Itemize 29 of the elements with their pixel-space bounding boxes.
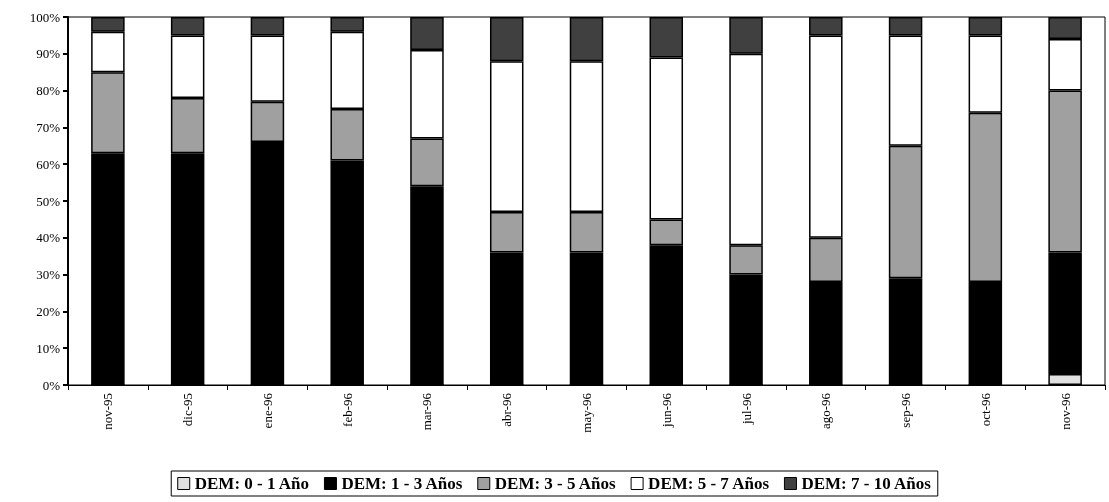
legend-label: DEM: 5 - 7 Años bbox=[648, 474, 770, 493]
y-tick-label: 70% bbox=[36, 119, 61, 135]
y-tick-label: 60% bbox=[36, 156, 61, 172]
x-tick-label: mar-96 bbox=[419, 392, 435, 431]
x-tick-label: may-96 bbox=[579, 392, 594, 433]
x-tick-label: nov-96 bbox=[1057, 392, 1073, 430]
y-tick-label: 100% bbox=[29, 9, 61, 25]
y-tick-label: 0% bbox=[42, 377, 61, 393]
x-tick-label: abr-96 bbox=[499, 392, 515, 427]
legend-label: DEM: 0 - 1 Año bbox=[194, 474, 310, 493]
y-tick-label: 50% bbox=[36, 193, 61, 209]
legend-label: DEM: 7 - 10 Años bbox=[801, 474, 932, 493]
x-tick-label: dic-95 bbox=[180, 393, 196, 427]
x-tick-label: jun-96 bbox=[658, 392, 674, 428]
legend-label: DEM: 3 - 5 Años bbox=[494, 474, 617, 493]
x-tick-label: oct-96 bbox=[977, 392, 993, 427]
x-tick-label: nov-95 bbox=[100, 393, 116, 430]
y-tick-label: 80% bbox=[36, 83, 61, 99]
x-tick-label: sep-96 bbox=[898, 392, 914, 428]
y-tick-label: 40% bbox=[36, 230, 61, 246]
x-tick-label: jul-96 bbox=[738, 392, 754, 426]
legend-label: DEM: 1 - 3 Años bbox=[341, 474, 463, 493]
x-tick-label: ago-96 bbox=[818, 392, 834, 430]
x-tick-label: ene-96 bbox=[259, 392, 275, 429]
y-tick-label: 30% bbox=[36, 267, 61, 283]
x-tick-label: feb-96 bbox=[339, 392, 355, 427]
y-tick-label: 90% bbox=[36, 46, 61, 62]
y-tick-label: 10% bbox=[36, 340, 61, 356]
y-tick-label: 20% bbox=[36, 303, 61, 319]
